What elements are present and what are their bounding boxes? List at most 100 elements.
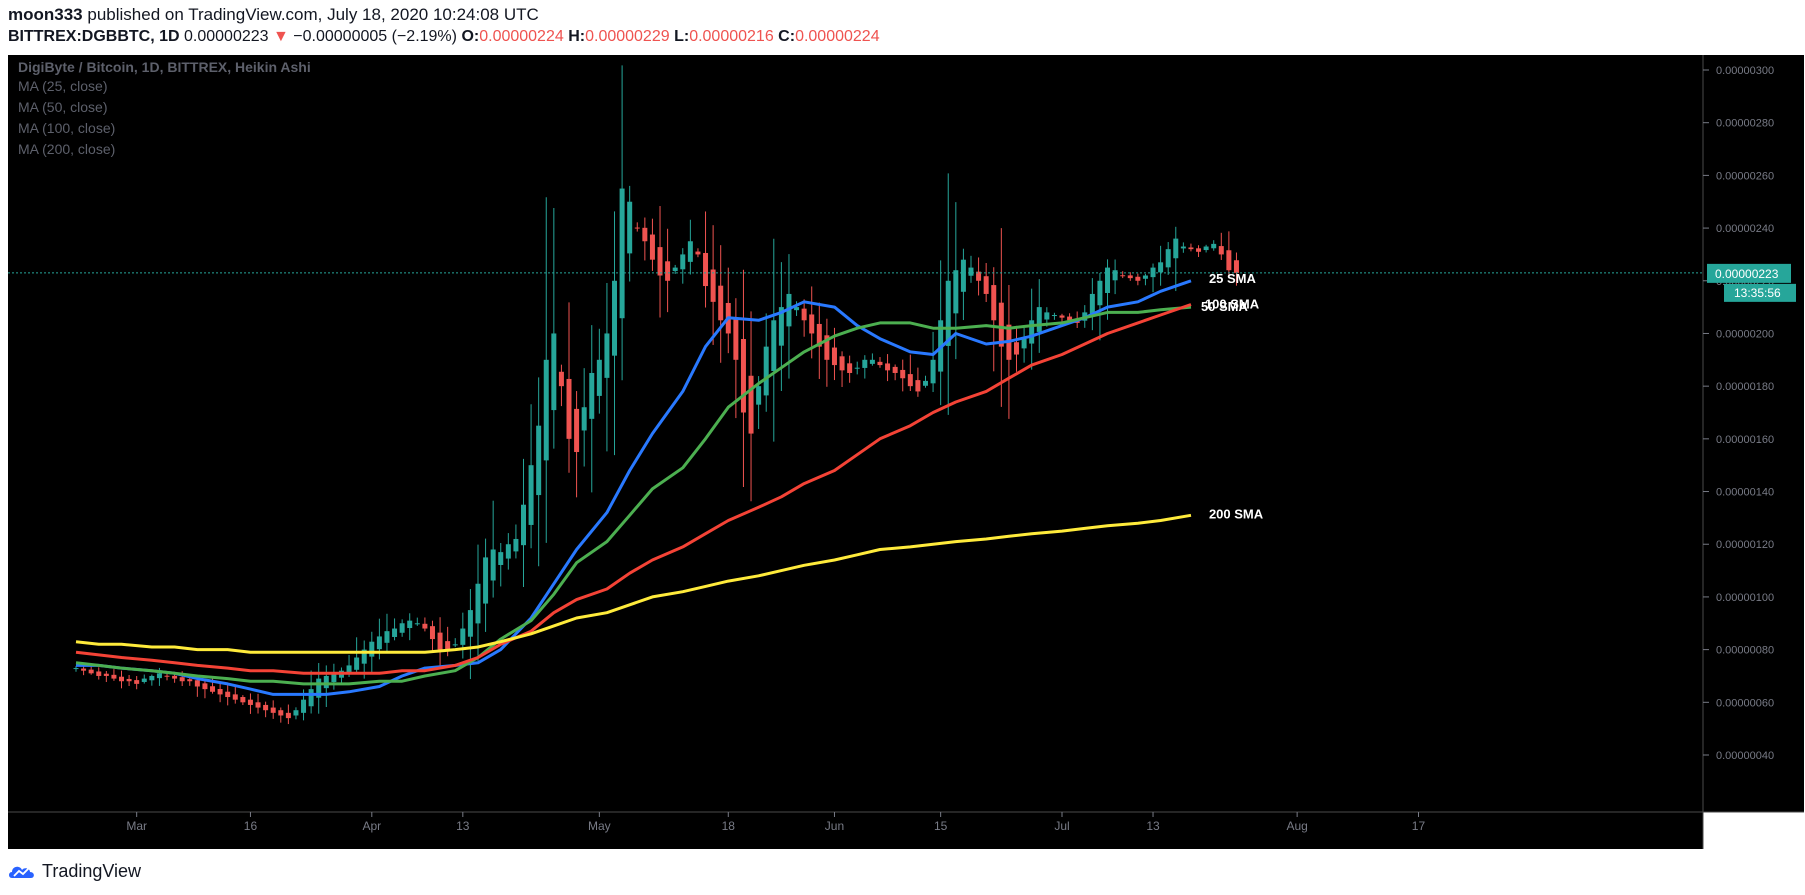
candle-body[interactable] <box>1196 248 1202 252</box>
candle-body[interactable] <box>756 386 762 405</box>
candle-body[interactable] <box>202 683 208 690</box>
candle-body[interactable] <box>346 665 352 675</box>
candle-body[interactable] <box>392 628 398 637</box>
candle-body[interactable] <box>672 267 678 272</box>
candle-body[interactable] <box>217 689 223 695</box>
candle-body[interactable] <box>1120 275 1126 277</box>
candle-body[interactable] <box>922 380 928 386</box>
candle-body[interactable] <box>543 359 549 461</box>
candle-body[interactable] <box>445 641 451 650</box>
candle-body[interactable] <box>1218 246 1224 255</box>
candle-body[interactable] <box>376 636 382 650</box>
candle-body[interactable] <box>437 632 443 650</box>
candle-body[interactable] <box>278 710 284 716</box>
candle-body[interactable] <box>1165 249 1171 268</box>
candle-body[interactable] <box>991 285 997 321</box>
candle-body[interactable] <box>771 320 777 372</box>
candle-body[interactable] <box>869 359 875 364</box>
candle-body[interactable] <box>710 269 716 302</box>
candle-body[interactable] <box>1211 243 1217 249</box>
candle-body[interactable] <box>475 583 481 624</box>
candle-body[interactable] <box>642 227 648 242</box>
candle-body[interactable] <box>429 626 435 640</box>
candle-body[interactable] <box>847 363 853 373</box>
sma50-line[interactable] <box>75 305 1192 686</box>
sma25-line[interactable] <box>76 279 1192 696</box>
candle-body[interactable] <box>460 628 466 645</box>
candle-body[interactable] <box>407 620 413 629</box>
candle-body[interactable] <box>748 375 754 434</box>
candle-body[interactable] <box>1014 342 1020 355</box>
candle-body[interactable] <box>126 678 132 682</box>
candle-body[interactable] <box>1233 260 1239 273</box>
candle-body[interactable] <box>740 339 746 413</box>
candle-body[interactable] <box>73 668 79 670</box>
candle-body[interactable] <box>1127 275 1133 279</box>
tradingview-brand[interactable]: TradingView <box>8 858 141 884</box>
candle-body[interactable] <box>824 335 830 360</box>
candle-body[interactable] <box>498 552 504 565</box>
candle-body[interactable] <box>680 254 686 270</box>
price-chart[interactable]: 0.00000040 0.00000060 0.00000080 0.00000100… <box>8 55 1804 849</box>
candle-body[interactable] <box>194 680 200 687</box>
candle-body[interactable] <box>1203 246 1209 251</box>
candle-body[interactable] <box>187 679 193 682</box>
candle-body[interactable] <box>384 631 390 643</box>
candle-body[interactable] <box>1021 338 1027 349</box>
candle-body[interactable] <box>247 699 253 705</box>
candle-body[interactable] <box>665 261 671 281</box>
candle-body[interactable] <box>369 641 375 657</box>
candle-body[interactable] <box>232 694 238 700</box>
candle-body[interactable] <box>945 280 951 346</box>
candle-body[interactable] <box>953 270 959 314</box>
candle-body[interactable] <box>520 504 526 546</box>
candle-body[interactable] <box>733 318 739 360</box>
candle-body[interactable] <box>1029 320 1035 344</box>
candle-body[interactable] <box>687 241 693 262</box>
candle-body[interactable] <box>907 374 913 387</box>
candle-body[interactable] <box>399 623 405 633</box>
chart-container[interactable]: 0.00000040 0.00000060 0.00000080 0.00000100… <box>8 55 1804 849</box>
candle-body[interactable] <box>210 686 216 692</box>
candle-body[interactable] <box>255 702 261 708</box>
candle-body[interactable] <box>657 247 663 276</box>
candle-body[interactable] <box>1059 315 1065 318</box>
candle-body[interactable] <box>1036 307 1042 332</box>
candle-body[interactable] <box>103 673 109 676</box>
candle-body[interactable] <box>179 677 185 682</box>
candle-body[interactable] <box>414 623 420 625</box>
candle-body[interactable] <box>331 673 337 683</box>
candle-body[interactable] <box>854 367 860 369</box>
candle-body[interactable] <box>801 308 807 321</box>
candle-body[interactable] <box>619 188 625 319</box>
candle-body[interactable] <box>240 697 246 703</box>
candle-body[interactable] <box>558 371 564 387</box>
candle-body[interactable] <box>930 359 936 384</box>
candle-body[interactable] <box>831 347 837 366</box>
candle-body[interactable] <box>862 359 868 368</box>
plot-area[interactable] <box>8 55 1703 812</box>
candle-body[interactable] <box>293 710 299 716</box>
candle-body[interactable] <box>1051 315 1057 317</box>
candle-body[interactable] <box>809 314 815 334</box>
candle-body[interactable] <box>589 372 595 419</box>
candle-body[interactable] <box>505 544 511 559</box>
candle-body[interactable] <box>816 323 822 347</box>
candle-body[interactable] <box>483 557 489 604</box>
candle-body[interactable] <box>172 675 178 679</box>
candle-body[interactable] <box>900 369 906 379</box>
candle-body[interactable] <box>422 623 428 629</box>
candle-body[interactable] <box>467 610 473 637</box>
candle-body[interactable] <box>778 307 784 346</box>
candle-body[interactable] <box>1173 238 1179 259</box>
candle-body[interactable] <box>998 302 1004 347</box>
candle-body[interactable] <box>1135 276 1141 281</box>
candle-body[interactable] <box>316 678 322 698</box>
candle-body[interactable] <box>156 673 162 679</box>
candle-body[interactable] <box>225 691 231 698</box>
candle-body[interactable] <box>301 699 307 713</box>
candle-body[interactable] <box>81 668 87 671</box>
candle-body[interactable] <box>1105 267 1111 294</box>
candle-body[interactable] <box>1158 262 1164 273</box>
candle-body[interactable] <box>1142 275 1148 279</box>
